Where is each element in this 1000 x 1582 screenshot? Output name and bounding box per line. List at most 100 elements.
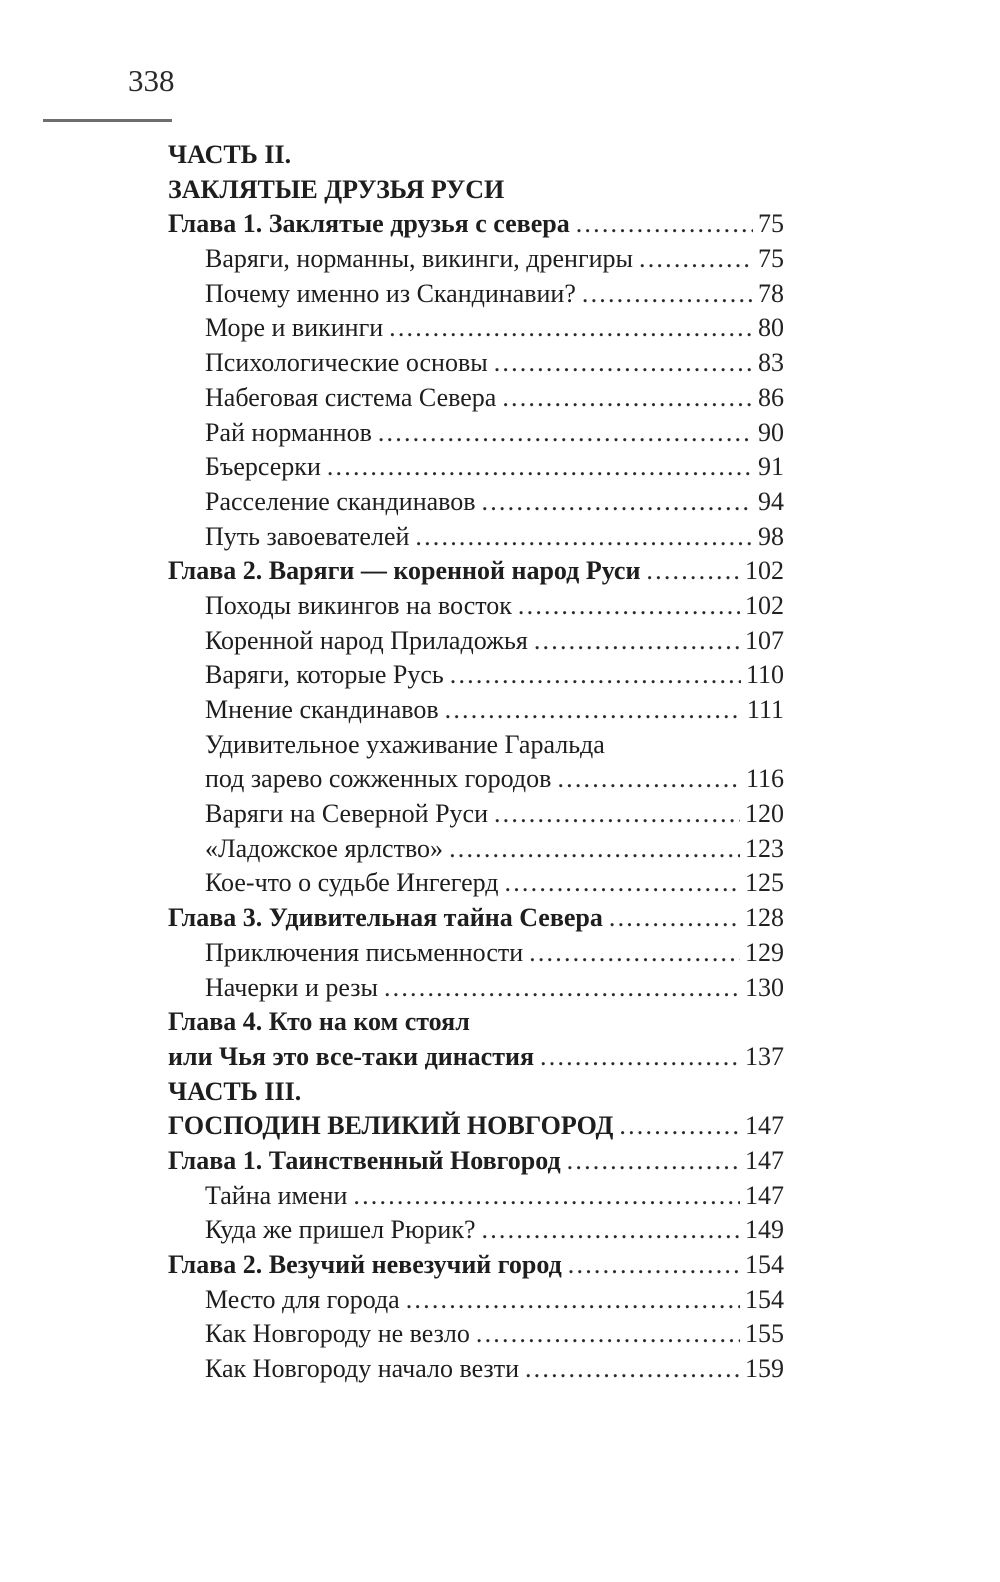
toc-entry-title: Как Новгороду не везло [205,1319,470,1349]
toc-entry: Начерки и резы 130 [168,971,784,1006]
toc-dot-leader [494,797,740,832]
toc-entry-page: 86 [758,382,784,412]
toc-entry-title: или Чья это все-таки династия [168,1041,535,1071]
toc-dot-leader [449,832,740,867]
toc-entry: ЗАКЛЯТЫЕ ДРУЗЬЯ РУСИ [168,173,784,208]
page-number: 338 [128,63,175,98]
toc-dot-leader [568,1248,740,1283]
toc-entry-title: Начерки и резы [205,972,378,1002]
toc-dot-leader [389,311,753,346]
toc-entry-title: Расселение скандинавов [205,486,476,516]
toc-dot-leader [476,1317,740,1352]
toc-entry-title: Почему именно из Скандинавии? [205,278,576,308]
toc-entry-title: Глава 2. Варяги — коренной народ Руси [168,556,641,586]
toc-entry-page: 154 [745,1284,784,1314]
toc-entry-page: 75 [758,209,784,239]
toc-entry-title: Коренной народ Приладожья [205,625,528,655]
toc-entry: Рай норманнов 90 [168,416,784,451]
toc-dot-leader [482,485,753,520]
toc-entry-page: 130 [745,972,784,1002]
toc-entry-title: ЗАКЛЯТЫЕ ДРУЗЬЯ РУСИ [168,174,505,204]
toc-entry-page: 149 [745,1215,784,1245]
toc-entry: Глава 1. Таинственный Новгород 147 [168,1144,784,1179]
toc-entry: Море и викинги 80 [168,311,784,346]
toc-entry-title: Варяги на Северной Руси [205,799,488,829]
toc-entry-page: 83 [758,348,784,378]
toc-entry: Почему именно из Скандинавии? 78 [168,277,784,312]
toc-entry-title: Тайна имени [205,1180,348,1210]
toc-entry: Глава 2. Везучий невезучий город 154 [168,1248,784,1283]
toc-entry-title: Бъерсерки [205,452,321,482]
toc-entry-title: Варяги, которые Русь [205,660,444,690]
toc-entry: Психологические основы 83 [168,346,784,381]
table-of-contents: ЧАСТЬ II. ЗАКЛЯТЫЕ ДРУЗЬЯ РУСИ Глава 1. За… [168,138,784,1387]
toc-entry-title: Место для города [205,1284,400,1314]
toc-entry: Как Новгороду начало везти 159 [168,1352,784,1387]
toc-dot-leader [494,346,753,381]
toc-entry-title: Глава 2. Везучий невезучий город [168,1250,562,1279]
toc-entry-title: Путь завоевателей [205,521,410,551]
toc-entry-title: Удивительное ухаживание Гаральда [205,729,605,759]
toc-entry-page: 78 [758,278,784,308]
toc-entry: под зарево сожженных городов 116 [168,762,784,797]
toc-entry: Варяги, которые Русь 110 [168,658,784,693]
toc-entry-page: 120 [745,799,784,829]
toc-dot-leader [525,1352,740,1387]
toc-entry-title: Приключения письменности [205,937,524,967]
toc-dot-leader [576,207,753,242]
toc-dot-leader [582,277,753,312]
toc-entry: Набеговая система Севера 86 [168,381,784,416]
toc-entry-title: Мнение скандинавов [205,695,439,724]
toc-dot-leader [557,762,741,797]
toc-entry-title: ЧАСТЬ III. [168,1076,302,1106]
toc-entry: Мнение скандинавов 111 [168,693,784,728]
toc-entry-page: 116 [745,764,784,794]
toc-dot-leader [327,450,753,485]
toc-entry: Как Новгороду не везло 155 [168,1317,784,1352]
toc-entry: Удивительное ухаживание Гаральда [168,728,784,763]
toc-entry-title: ЧАСТЬ II. [168,140,292,169]
toc-dot-leader [567,1144,740,1179]
toc-entry: Куда же пришел Рюрик? 149 [168,1213,784,1248]
toc-dot-leader [384,971,740,1006]
toc-entry-page: 155 [745,1319,784,1349]
toc-entry: Походы викингов на восток 102 [168,589,784,624]
toc-entry-page: 159 [745,1354,784,1384]
toc-entry: ГОСПОДИН ВЕЛИКИЙ НОВГОРОД 147 [168,1109,784,1144]
toc-entry-title: под зарево сожженных городов [205,764,552,794]
toc-entry-title: «Ладожское ярлство» [205,833,444,863]
toc-entry-title: Походы викингов на восток [205,590,512,620]
toc-entry-title: Глава 1. Заклятые друзья с севера [168,209,570,239]
header-rule [43,119,172,122]
toc-entry: или Чья это все-таки династия 137 [168,1040,784,1075]
toc-entry: Варяги, норманны, викинги, дренгиры 75 [168,242,784,277]
toc-dot-leader [450,658,741,693]
toc-entry: Тайна имени 147 [168,1179,784,1214]
toc-entry: Глава 3. Удивительная тайна Севера 128 [168,901,784,936]
toc-entry-page: 147 [745,1180,784,1210]
toc-entry-page: 147 [745,1145,784,1175]
toc-dot-leader [534,624,740,659]
toc-entry: ЧАСТЬ III. [168,1075,784,1110]
toc-entry: Бъерсерки 91 [168,450,784,485]
toc-entry-page: 102 [745,556,784,586]
toc-entry: Глава 4. Кто на ком стоял [168,1005,784,1040]
toc-entry-title: ГОСПОДИН ВЕЛИКИЙ НОВГОРОД [168,1111,614,1141]
toc-entry-page: 147 [745,1111,784,1141]
toc-entry-page: 129 [745,937,784,967]
toc-entry: Место для города 154 [168,1283,784,1318]
toc-dot-leader [406,1283,740,1318]
toc-entry-title: Глава 1. Таинственный Новгород [168,1145,561,1175]
toc-entry-page: 123 [745,833,784,863]
toc-dot-leader [502,381,753,416]
toc-entry-title: Как Новгороду начало везти [205,1354,519,1384]
toc-entry: Путь завоевателей 98 [168,520,784,555]
toc-dot-leader [646,554,740,589]
toc-entry-title: Глава 3. Удивительная тайна Севера [168,903,603,933]
toc-entry-title: Море и викинги [205,313,384,343]
toc-entry-title: Психологические основы [205,348,488,378]
toc-entry-page: 80 [758,313,784,343]
toc-entry: ЧАСТЬ II. [168,138,784,173]
toc-entry-page: 128 [745,903,784,933]
